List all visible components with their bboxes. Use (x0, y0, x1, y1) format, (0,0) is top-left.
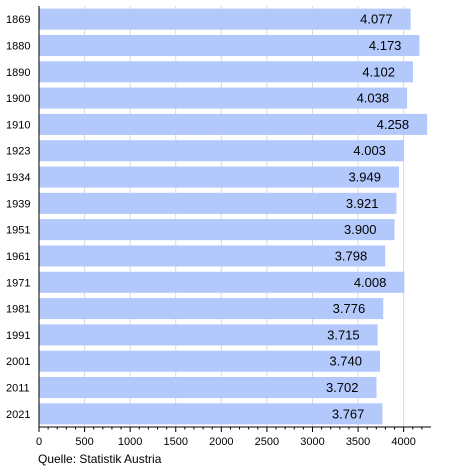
value-label-1971: 4.008 (354, 275, 387, 290)
category-label-1934: 1934 (6, 172, 30, 184)
value-label-1939: 3.921 (346, 196, 379, 211)
value-label-1951: 3.900 (344, 222, 377, 237)
axes: 1869 1880 1890 1900 1910 1923 1934 1939 1951 1961… (6, 6, 431, 448)
bar-1880 (39, 34, 420, 56)
bar-2021 (39, 403, 383, 425)
category-label-1880: 1880 (6, 40, 30, 52)
x-tick-label-4000: 4000 (391, 436, 415, 448)
bar-1991 (39, 324, 378, 346)
bar-1890 (39, 61, 413, 83)
category-label-1910: 1910 (6, 119, 30, 131)
bars: 4.077 4.173 4.102 4.038 4.258 4.003 3.949 3.921… (39, 8, 428, 425)
source-caption: Quelle: Statistik Austria (38, 452, 162, 466)
bar-1961 (39, 245, 386, 267)
value-label-1981: 3.776 (333, 301, 366, 316)
category-label-2001: 2001 (6, 356, 30, 368)
x-tick-label-2500: 2500 (255, 436, 279, 448)
bar-2011 (39, 377, 377, 399)
value-label-1961: 3.798 (335, 248, 368, 263)
bar-1981 (39, 298, 384, 320)
category-label-1869: 1869 (6, 14, 30, 26)
category-label-1951: 1951 (6, 225, 30, 237)
category-label-1900: 1900 (6, 93, 30, 105)
bar-1951 (39, 219, 395, 241)
value-label-1923: 4.003 (353, 143, 386, 158)
x-tick-label-2000: 2000 (209, 436, 233, 448)
value-label-2011: 3.702 (326, 380, 359, 395)
value-label-1880: 4.173 (369, 38, 402, 53)
value-label-2021: 3.767 (332, 406, 365, 421)
bar-1869 (39, 8, 411, 30)
value-label-1869: 4.077 (360, 12, 393, 27)
bar-1923 (39, 140, 404, 162)
bar-1910 (39, 113, 428, 135)
bar-1971 (39, 271, 405, 293)
x-tick-label-3000: 3000 (300, 436, 324, 448)
value-label-1934: 3.949 (348, 170, 381, 185)
value-label-1900: 4.038 (357, 91, 390, 106)
bar-chart: 4.077 4.173 4.102 4.038 4.258 4.003 3.949 3.921… (6, 6, 431, 448)
x-tick-label-3500: 3500 (346, 436, 370, 448)
bar-1900 (39, 87, 408, 109)
category-label-1971: 1971 (6, 277, 30, 289)
category-label-2021: 2021 (6, 409, 30, 421)
value-label-1890: 4.102 (362, 64, 395, 79)
value-label-2001: 3.740 (329, 354, 362, 369)
bar-1939 (39, 192, 397, 214)
category-label-1981: 1981 (6, 304, 30, 316)
x-tick-label-0: 0 (36, 436, 42, 448)
value-label-1991: 3.715 (327, 327, 360, 342)
x-tick-label-500: 500 (75, 436, 93, 448)
category-label-1923: 1923 (6, 146, 30, 158)
category-label-1890: 1890 (6, 67, 30, 79)
category-label-2011: 2011 (6, 383, 30, 395)
category-label-1961: 1961 (6, 251, 30, 263)
x-tick-label-1500: 1500 (164, 436, 188, 448)
category-label-1991: 1991 (6, 330, 30, 342)
bar-1934 (39, 166, 400, 188)
bar-2001 (39, 350, 380, 372)
value-label-1910: 4.258 (377, 117, 410, 132)
x-tick-label-1000: 1000 (118, 436, 142, 448)
category-label-1939: 1939 (6, 198, 30, 210)
